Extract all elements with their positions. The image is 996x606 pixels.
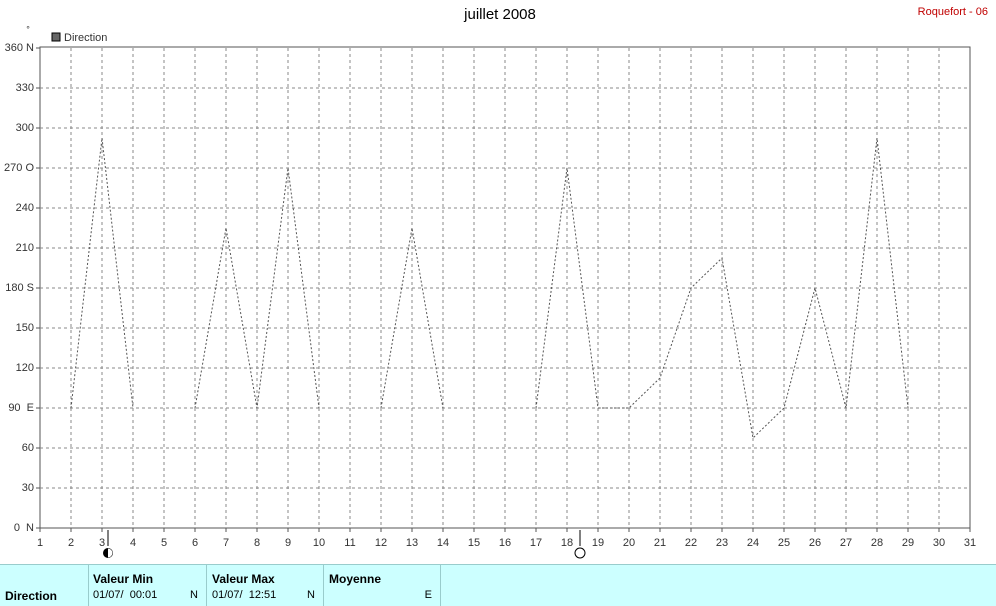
summary-label-cell: Direction [0, 565, 89, 606]
x-tick-label: 11 [344, 537, 355, 549]
x-tick-label: 1 [37, 537, 43, 549]
y-tick-label: 180 S [5, 282, 34, 294]
y-tick-label: 240 [16, 202, 34, 214]
x-tick-label: 30 [933, 537, 945, 549]
x-tick-label: 24 [747, 537, 759, 549]
x-tick-label: 16 [499, 537, 511, 549]
x-tick-label: 22 [685, 537, 697, 549]
max-header: Valeur Max [212, 572, 275, 586]
x-tick-label: 28 [871, 537, 883, 549]
legend-swatch [51, 32, 61, 42]
max-value: N [307, 589, 315, 601]
x-tick-label: 2 [68, 537, 74, 549]
x-tick-label: 29 [902, 537, 914, 549]
x-tick-label: 4 [130, 537, 136, 549]
x-tick-label: 3 [99, 537, 105, 549]
y-unit: ° [26, 24, 30, 34]
y-tick-label: 60 [22, 442, 34, 454]
x-tick-label: 12 [375, 537, 387, 549]
x-tick-label: 27 [840, 537, 852, 549]
y-tick-label: 90 E [8, 402, 34, 414]
y-tick-label: 210 [16, 242, 34, 254]
max-date: 01/07/ 12:51 [212, 589, 277, 601]
y-tick-label: 0 N [14, 522, 34, 534]
mean-header: Moyenne [329, 572, 382, 586]
x-tick-label: 26 [809, 537, 821, 549]
x-tick-label: 5 [161, 537, 167, 549]
x-tick-label: 8 [254, 537, 260, 549]
x-tick-label: 20 [623, 537, 635, 549]
x-tick-label: 17 [530, 537, 542, 549]
y-tick-label: 300 [16, 122, 34, 134]
y-tick-label: 270 O [4, 162, 34, 174]
x-tick-label: 7 [223, 537, 229, 549]
y-tick-label: 360 N [5, 42, 34, 54]
summary-label: Direction [5, 589, 58, 603]
chart: juillet 2008 Roquefort - 06 ° Direction … [4, 6, 988, 559]
min-header: Valeur Min [93, 572, 154, 586]
chart-title: juillet 2008 [463, 6, 536, 23]
min-date: 01/07/ 00:01 [93, 589, 158, 601]
moon-icon [574, 547, 586, 559]
y-tick-label: 120 [16, 362, 34, 374]
summary-min-cell: Valeur Min 01/07/ 00:01 N [88, 565, 207, 606]
x-tick-label: 25 [778, 537, 790, 549]
y-tick-label: 150 [16, 322, 34, 334]
x-tick-label: 21 [654, 537, 666, 549]
x-tick-label: 10 [313, 537, 325, 549]
y-tick-label: 30 [22, 482, 34, 494]
x-tick-label: 18 [561, 537, 573, 549]
mean-value: E [424, 589, 432, 601]
min-value: N [190, 589, 198, 601]
x-tick-label: 9 [285, 537, 291, 549]
x-tick-label: 15 [468, 537, 480, 549]
x-tick-label: 19 [592, 537, 604, 549]
summary-max-cell: Valeur Max 01/07/ 12:51 N [207, 565, 324, 606]
station-name: Roquefort - 06 [918, 6, 988, 18]
x-tick-label: 23 [716, 537, 728, 549]
summary-mean-cell: Moyenne E [324, 565, 441, 606]
x-tick-label: 14 [437, 537, 449, 549]
data-line [70, 137, 909, 440]
summary-bar: Direction Valeur Min 01/07/ 00:01 N Vale… [0, 564, 996, 606]
x-tick-label: 13 [406, 537, 418, 549]
x-tick-label: 31 [964, 537, 976, 549]
legend-label: Direction [64, 32, 107, 44]
y-tick-label: 330 [16, 82, 34, 94]
x-tick-label: 6 [192, 537, 198, 549]
moon-icon-light [108, 548, 113, 558]
